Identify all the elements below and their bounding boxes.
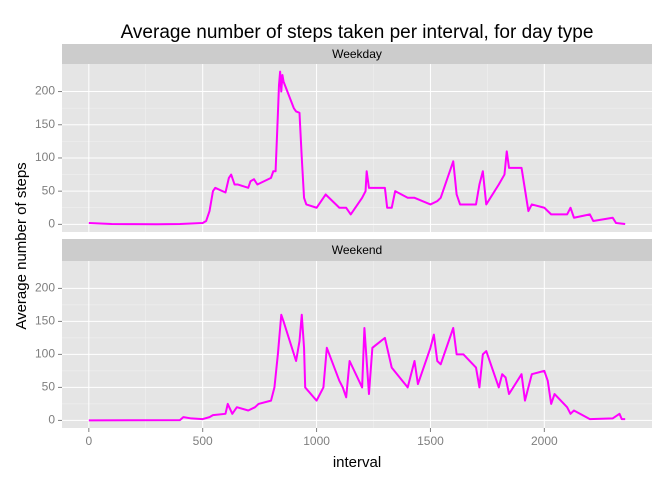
y-tick-label: 150 (35, 117, 55, 131)
y-axis-label: Average number of steps (13, 162, 30, 329)
strip (62, 239, 652, 261)
y-tick-label: 150 (35, 314, 55, 328)
x-tick-label: 0 (85, 434, 92, 448)
x-tick-label: 2000 (531, 434, 558, 448)
x-tick-label: 500 (193, 434, 213, 448)
line (88, 313, 626, 422)
y-tick-label: 0 (48, 217, 55, 231)
x-tick-label: 1500 (417, 434, 444, 448)
y-tick-label: 100 (35, 347, 55, 361)
facet-label: Weekend (332, 243, 382, 257)
strip (62, 44, 652, 64)
y-tick-label: 200 (35, 281, 55, 295)
chart-title: Average number of steps taken per interv… (121, 22, 594, 43)
x-axis-label: interval (333, 454, 381, 471)
y-tick-label: 50 (42, 183, 56, 197)
line (88, 70, 626, 226)
facet-label: Weekday (332, 47, 382, 61)
x-tick-label: 1000 (303, 434, 330, 448)
y-tick-label: 0 (48, 413, 55, 427)
y-tick-label: 50 (42, 380, 56, 394)
y-tick-label: 100 (35, 150, 55, 164)
y-tick-label: 200 (35, 84, 55, 98)
